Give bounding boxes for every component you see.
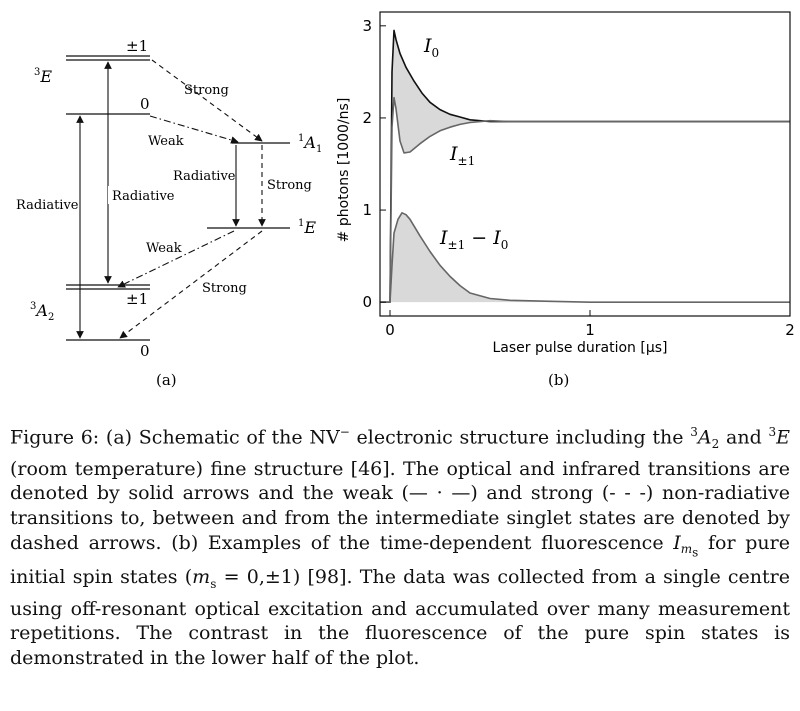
fluorescence-plot: 0 1 2 0 1 2 3 # photons [1000/ns] Laser pulse … (336, 11, 795, 389)
state-1a1: 1A1 (298, 133, 322, 155)
y-tick-label: 1 (362, 201, 372, 219)
x-tick-label: 1 (585, 321, 595, 339)
label-weak-top: Weak (148, 134, 184, 149)
x-tick-label: 0 (385, 321, 395, 339)
arrow-weak-top (149, 115, 239, 144)
state-1e: 1E (298, 218, 316, 237)
plot-frame (379, 11, 791, 317)
label-strong-singlet: Strong (267, 178, 312, 193)
curve-label-ipm1: I±1 (449, 143, 475, 168)
label-radiative-singlet: Radiative (173, 169, 236, 184)
series-ipm1-line (380, 96, 790, 303)
state-3e: 3E (34, 67, 52, 86)
panel-b-label: (b) (548, 371, 569, 389)
label-radiative-outer: Radiative (16, 198, 79, 213)
label-weak-bottom: Weak (146, 241, 182, 256)
series-difference-line (380, 212, 790, 303)
label-3e-pm1: ±1 (126, 37, 148, 55)
energy-level-diagram: ±1 0 3E 1A1 1E ±1 0 3A2 Radiative Radiat… (14, 37, 322, 389)
state-3a2: 3A2 (30, 301, 54, 323)
shaded-contrast-bottom (380, 212, 790, 303)
x-tick-label: 2 (785, 321, 795, 339)
label-strong-bottom: Strong (202, 281, 247, 296)
label-3a2-pm1: ±1 (126, 290, 148, 308)
curve-label-difference: I±1 − I0 (439, 227, 508, 252)
label-radiative-inner: Radiative (112, 189, 175, 204)
y-axis-label: # photons [1000/ns] (336, 98, 352, 243)
y-tick-label: 3 (362, 17, 372, 35)
y-tick-label: 0 (362, 293, 372, 311)
series-i0-line (380, 29, 790, 303)
label-3a2-0: 0 (140, 342, 150, 360)
arrow-weak-bottom (117, 230, 235, 288)
curve-label-i0: I0 (423, 35, 439, 60)
x-axis-label: Laser pulse duration [μs] (493, 340, 668, 356)
figure-caption: Figure 6: (a) Schematic of the NV− elect… (10, 425, 790, 669)
shaded-contrast-top (380, 30, 790, 303)
arrow-strong-bottom (119, 230, 263, 339)
arrow-strong-top (151, 59, 263, 142)
caption-fig-number: Figure 6: (10, 426, 100, 449)
y-tick-label: 2 (362, 109, 372, 127)
label-strong-top: Strong (184, 83, 229, 98)
panel-a-label: (a) (156, 371, 177, 389)
label-3e-0: 0 (140, 95, 150, 113)
